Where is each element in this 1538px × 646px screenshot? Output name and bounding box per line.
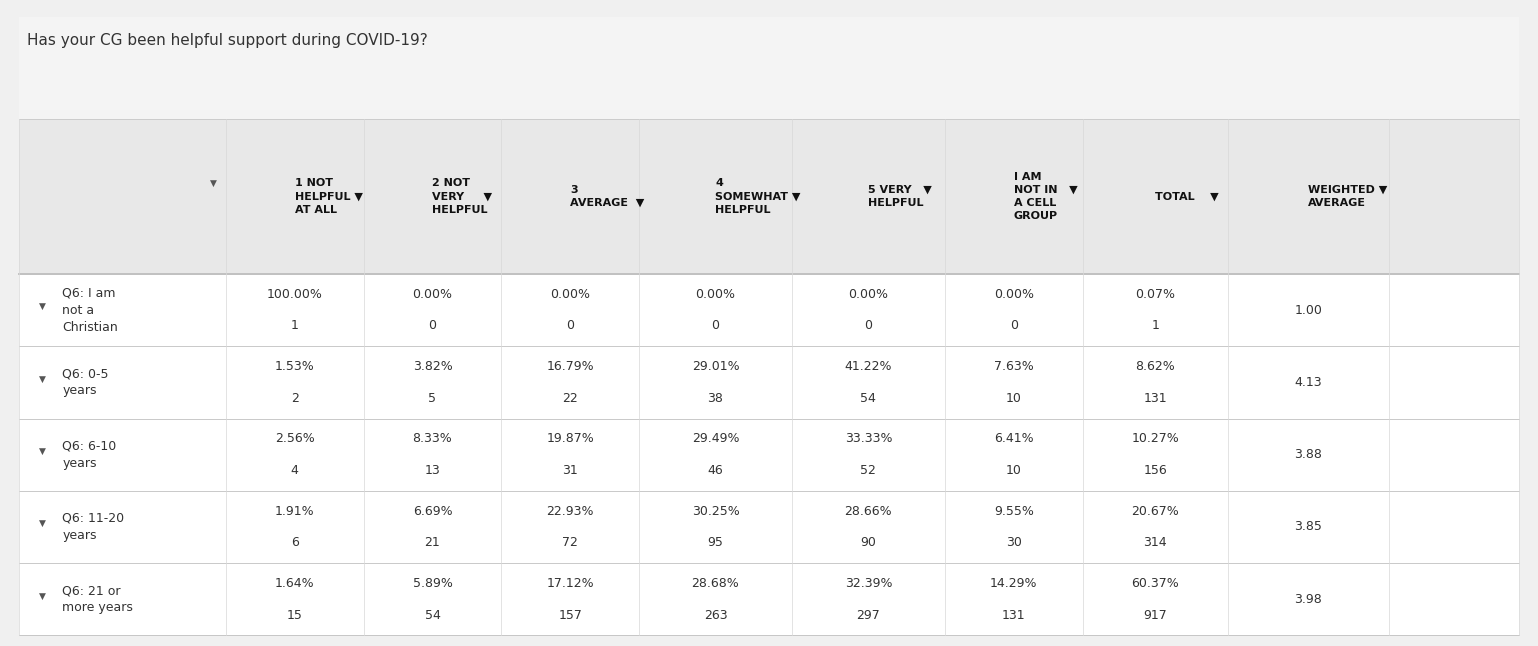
Text: 1.53%: 1.53%	[275, 360, 315, 373]
Text: 131: 131	[1001, 609, 1026, 621]
Text: 1.00: 1.00	[1295, 304, 1323, 317]
Text: 131: 131	[1143, 391, 1167, 405]
Text: 52: 52	[860, 464, 877, 477]
Text: 4.13: 4.13	[1295, 376, 1323, 389]
Text: ▼: ▼	[40, 302, 46, 311]
Text: 1.91%: 1.91%	[275, 505, 315, 517]
Text: 8.62%: 8.62%	[1135, 360, 1175, 373]
Text: 95: 95	[707, 536, 723, 549]
Text: 10.27%: 10.27%	[1132, 432, 1180, 445]
Text: 917: 917	[1143, 609, 1167, 621]
Text: 6.69%: 6.69%	[412, 505, 452, 517]
Text: 0.00%: 0.00%	[695, 287, 735, 300]
Text: 0: 0	[429, 320, 437, 333]
Text: 1.64%: 1.64%	[275, 577, 315, 590]
Text: 156: 156	[1143, 464, 1167, 477]
Text: 6: 6	[291, 536, 298, 549]
Text: 90: 90	[860, 536, 877, 549]
Text: 33.33%: 33.33%	[844, 432, 892, 445]
Text: 5: 5	[429, 391, 437, 405]
Text: 7.63%: 7.63%	[994, 360, 1034, 373]
Text: 0: 0	[864, 320, 872, 333]
Text: 20.67%: 20.67%	[1132, 505, 1180, 517]
Text: 263: 263	[704, 609, 727, 621]
Text: TOTAL    ▼: TOTAL ▼	[1155, 191, 1220, 202]
Text: 28.66%: 28.66%	[844, 505, 892, 517]
Text: 32.39%: 32.39%	[844, 577, 892, 590]
Text: 0.00%: 0.00%	[551, 287, 591, 300]
Text: 22: 22	[563, 391, 578, 405]
Text: 2 NOT
VERY     ▼
HELPFUL: 2 NOT VERY ▼ HELPFUL	[432, 178, 492, 214]
Text: Q6: 11-20
years: Q6: 11-20 years	[63, 512, 125, 542]
Text: 1: 1	[291, 320, 298, 333]
Text: 28.68%: 28.68%	[692, 577, 740, 590]
Text: 3.88: 3.88	[1295, 448, 1323, 461]
Text: 100.00%: 100.00%	[268, 287, 323, 300]
Text: 30.25%: 30.25%	[692, 505, 740, 517]
Text: 0: 0	[712, 320, 720, 333]
Text: 30: 30	[1006, 536, 1021, 549]
Text: Q6: 0-5
years: Q6: 0-5 years	[63, 368, 109, 397]
Text: 0: 0	[1010, 320, 1018, 333]
Text: ▼: ▼	[40, 447, 46, 456]
Text: 17.12%: 17.12%	[546, 577, 594, 590]
Text: 0.07%: 0.07%	[1135, 287, 1175, 300]
Text: 4
SOMEWHAT ▼
HELPFUL: 4 SOMEWHAT ▼ HELPFUL	[715, 178, 801, 214]
Text: 54: 54	[424, 609, 440, 621]
Text: 14.29%: 14.29%	[990, 577, 1038, 590]
Text: ▼: ▼	[40, 519, 46, 528]
Text: Has your CG been helpful support during COVID-19?: Has your CG been helpful support during …	[28, 33, 428, 48]
Text: 21: 21	[424, 536, 440, 549]
Text: 29.01%: 29.01%	[692, 360, 740, 373]
Text: 4: 4	[291, 464, 298, 477]
Text: 54: 54	[860, 391, 877, 405]
Text: Q6: 21 or
more years: Q6: 21 or more years	[63, 584, 134, 614]
Text: Q6: I am
not a
Christian: Q6: I am not a Christian	[63, 287, 118, 333]
Text: 19.87%: 19.87%	[546, 432, 594, 445]
Text: 60.37%: 60.37%	[1132, 577, 1180, 590]
Text: ▼: ▼	[40, 592, 46, 601]
Text: 3.82%: 3.82%	[412, 360, 452, 373]
Text: 2: 2	[291, 391, 298, 405]
Text: 31: 31	[563, 464, 578, 477]
Text: Q6: 6-10
years: Q6: 6-10 years	[63, 440, 117, 470]
Text: I AM
NOT IN   ▼
A CELL
GROUP: I AM NOT IN ▼ A CELL GROUP	[1014, 172, 1078, 221]
Text: 0.00%: 0.00%	[849, 287, 889, 300]
Text: 1 NOT
HELPFUL ▼
AT ALL: 1 NOT HELPFUL ▼ AT ALL	[295, 178, 363, 214]
Text: 15: 15	[288, 609, 303, 621]
Text: 2.56%: 2.56%	[275, 432, 315, 445]
Text: WEIGHTED ▼
AVERAGE: WEIGHTED ▼ AVERAGE	[1309, 185, 1387, 208]
Bar	[20, 119, 1518, 274]
Text: ▼: ▼	[40, 375, 46, 384]
Text: 157: 157	[558, 609, 581, 621]
Text: 3.85: 3.85	[1295, 521, 1323, 534]
Text: 3
AVERAGE  ▼: 3 AVERAGE ▼	[571, 185, 644, 208]
Text: 0: 0	[566, 320, 574, 333]
Text: 46: 46	[707, 464, 723, 477]
Text: 5.89%: 5.89%	[412, 577, 452, 590]
Text: 5 VERY   ▼
HELPFUL: 5 VERY ▼ HELPFUL	[869, 185, 932, 208]
Text: 8.33%: 8.33%	[412, 432, 452, 445]
Text: 6.41%: 6.41%	[994, 432, 1034, 445]
Text: 0.00%: 0.00%	[994, 287, 1034, 300]
Text: 41.22%: 41.22%	[844, 360, 892, 373]
Text: 29.49%: 29.49%	[692, 432, 740, 445]
Text: 1: 1	[1152, 320, 1160, 333]
Text: ▼: ▼	[209, 179, 217, 188]
Text: 3.98: 3.98	[1295, 593, 1323, 606]
Text: 72: 72	[563, 536, 578, 549]
Bar	[20, 119, 1518, 636]
Text: 10: 10	[1006, 464, 1021, 477]
Text: 0.00%: 0.00%	[412, 287, 452, 300]
Text: 22.93%: 22.93%	[546, 505, 594, 517]
Text: 16.79%: 16.79%	[546, 360, 594, 373]
Text: 9.55%: 9.55%	[994, 505, 1034, 517]
Text: 13: 13	[424, 464, 440, 477]
Text: 10: 10	[1006, 391, 1021, 405]
Text: 297: 297	[857, 609, 880, 621]
Text: 38: 38	[707, 391, 723, 405]
Bar	[20, 17, 1518, 119]
Text: 314: 314	[1143, 536, 1167, 549]
